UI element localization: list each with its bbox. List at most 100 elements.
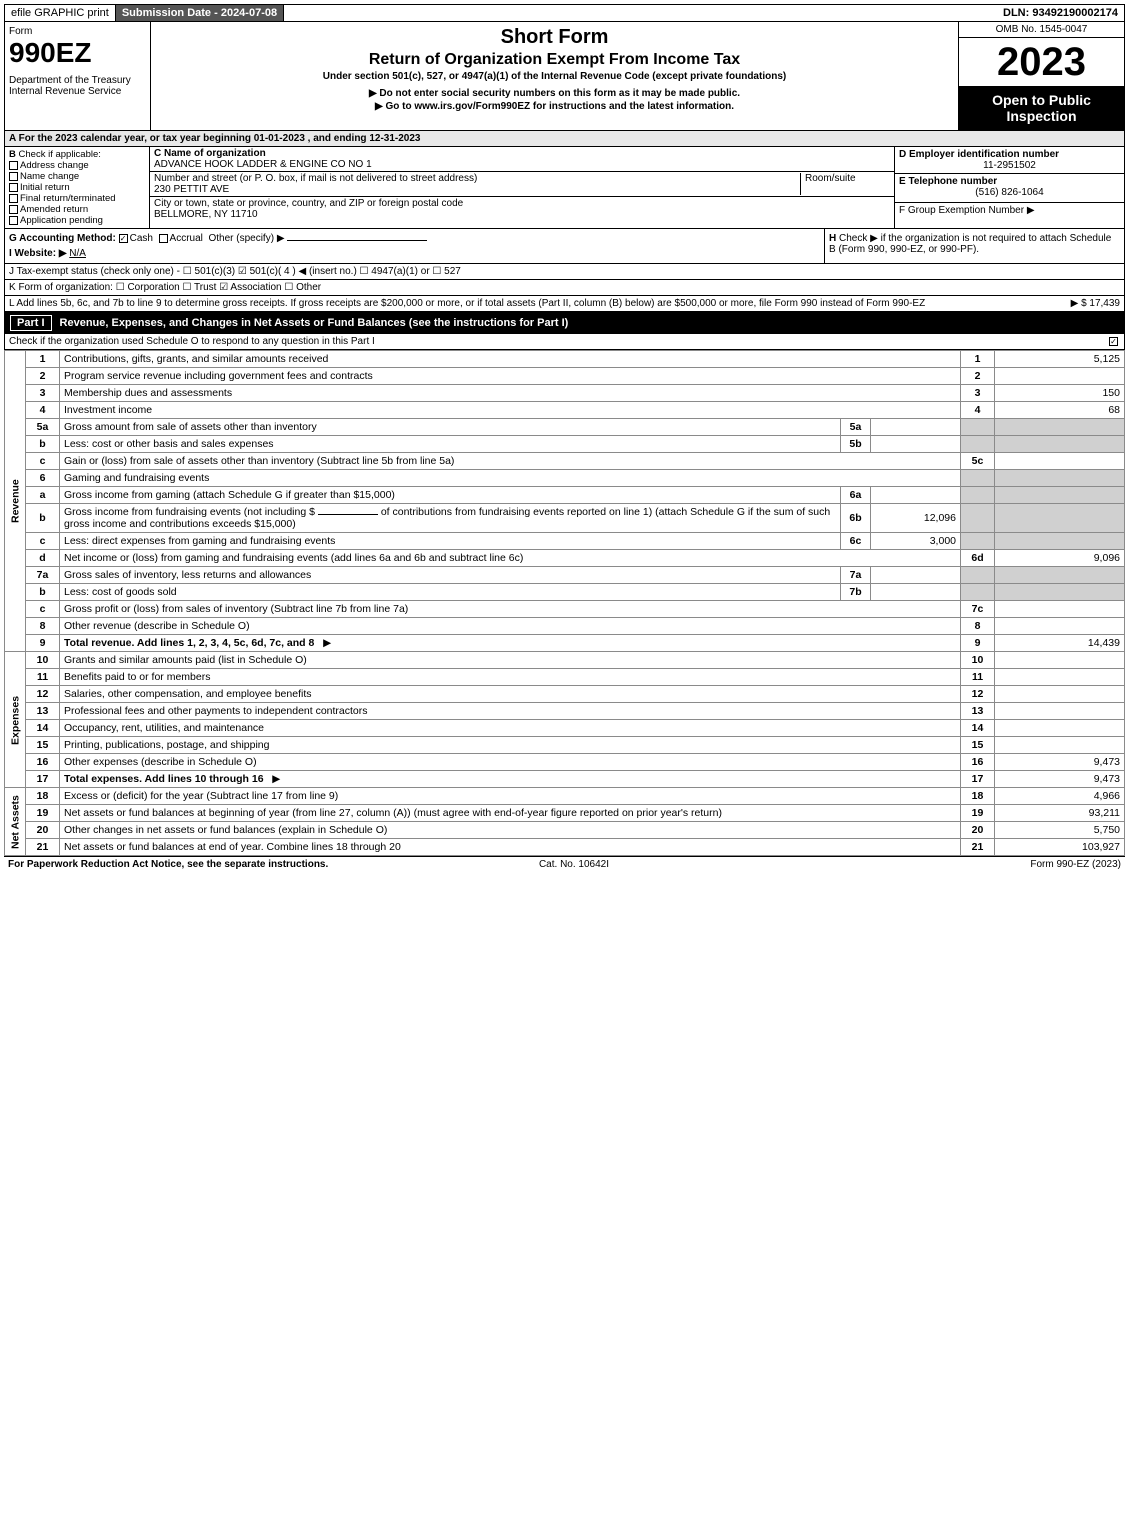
footer-left: For Paperwork Reduction Act Notice, see … bbox=[8, 859, 328, 870]
l-text: L Add lines 5b, 6c, and 7b to line 9 to … bbox=[9, 298, 1020, 309]
opt-name: Name change bbox=[20, 171, 79, 182]
line-13: 13Professional fees and other payments t… bbox=[5, 703, 1125, 720]
amt-17: 9,473 bbox=[995, 771, 1125, 788]
g-label: G Accounting Method: bbox=[9, 233, 116, 244]
g-cash: Cash bbox=[130, 233, 153, 244]
line-6b: b Gross income from fundraising events (… bbox=[5, 504, 1125, 533]
ein-value: 11-2951502 bbox=[899, 160, 1120, 171]
amt-8 bbox=[995, 618, 1125, 635]
amt-21: 103,927 bbox=[995, 839, 1125, 856]
short-form-title: Short Form bbox=[155, 26, 954, 49]
line-7c: c Gross profit or (loss) from sales of i… bbox=[5, 601, 1125, 618]
opt-address: Address change bbox=[20, 160, 89, 171]
part1-id: Part I bbox=[10, 315, 52, 331]
l-amount: ▶ $ 17,439 bbox=[1020, 298, 1120, 309]
expenses-label: Expenses bbox=[5, 652, 26, 788]
top-bar: efile GRAPHIC print Submission Date - 20… bbox=[4, 4, 1125, 22]
line-16: 16Other expenses (describe in Schedule O… bbox=[5, 754, 1125, 771]
amt-19: 93,211 bbox=[995, 805, 1125, 822]
revenue-label: Revenue bbox=[5, 351, 26, 652]
c-name-label: C Name of organization bbox=[154, 148, 266, 159]
line-6: 6 Gaming and fundraising events bbox=[5, 470, 1125, 487]
header-right: OMB No. 1545-0047 2023 Open to Public In… bbox=[959, 22, 1124, 130]
part1-header: Part I Revenue, Expenses, and Changes in… bbox=[4, 312, 1125, 334]
netassets-label: Net Assets bbox=[5, 788, 26, 856]
line-3: 3 Membership dues and assessments 3 150 bbox=[5, 385, 1125, 402]
form-number: 990EZ bbox=[9, 37, 146, 69]
line-19: 19Net assets or fund balances at beginni… bbox=[5, 805, 1125, 822]
line-20: 20Other changes in net assets or fund ba… bbox=[5, 822, 1125, 839]
amt-1: 5,125 bbox=[995, 351, 1125, 368]
line-6d: d Net income or (loss) from gaming and f… bbox=[5, 550, 1125, 567]
org-address: 230 PETTIT AVE bbox=[154, 184, 229, 195]
main-title: Return of Organization Exempt From Incom… bbox=[155, 51, 954, 69]
i-label: I Website: ▶ bbox=[9, 248, 67, 259]
header-center: Short Form Return of Organization Exempt… bbox=[150, 22, 959, 130]
line-5a: 5a Gross amount from sale of assets othe… bbox=[5, 419, 1125, 436]
line-14: 14Occupancy, rent, utilities, and mainte… bbox=[5, 720, 1125, 737]
line-9: 9 Total revenue. Add lines 1, 2, 3, 4, 5… bbox=[5, 635, 1125, 652]
amt-5c bbox=[995, 453, 1125, 470]
opt-pending: Application pending bbox=[20, 215, 103, 226]
line-5c: c Gain or (loss) from sale of assets oth… bbox=[5, 453, 1125, 470]
line-2: 2 Program service revenue including gove… bbox=[5, 368, 1125, 385]
line-5b: b Less: cost or other basis and sales ex… bbox=[5, 436, 1125, 453]
section-c: C Name of organization ADVANCE HOOK LADD… bbox=[150, 147, 894, 228]
part1-checknote: Check if the organization used Schedule … bbox=[4, 334, 1125, 350]
dept-line1: Department of the Treasury bbox=[9, 75, 146, 86]
line-10: Expenses 10 Grants and similar amounts p… bbox=[5, 652, 1125, 669]
opt-initial: Initial return bbox=[20, 182, 70, 193]
section-def: D Employer identification number 11-2951… bbox=[894, 147, 1124, 228]
form-label: Form bbox=[9, 26, 146, 37]
dln: DLN: 93492190002174 bbox=[997, 5, 1124, 21]
amt-6b: 12,096 bbox=[871, 504, 961, 533]
amt-3: 150 bbox=[995, 385, 1125, 402]
line-17: 17Total expenses. Add lines 10 through 1… bbox=[5, 771, 1125, 788]
amt-18: 4,966 bbox=[995, 788, 1125, 805]
section-b: B Check if applicable: Address change Na… bbox=[5, 147, 150, 228]
line-6c: c Less: direct expenses from gaming and … bbox=[5, 533, 1125, 550]
line-8: 8 Other revenue (describe in Schedule O)… bbox=[5, 618, 1125, 635]
amt-20: 5,750 bbox=[995, 822, 1125, 839]
tel-label: E Telephone number bbox=[899, 176, 997, 187]
amt-16: 9,473 bbox=[995, 754, 1125, 771]
g-other: Other (specify) ▶ bbox=[208, 233, 284, 244]
amt-7c bbox=[995, 601, 1125, 618]
dept-line2: Internal Revenue Service bbox=[9, 86, 146, 97]
l6b-d1: Gross income from fundraising events (no… bbox=[64, 506, 315, 518]
line-18: Net Assets 18Excess or (deficit) for the… bbox=[5, 788, 1125, 805]
amt-10 bbox=[995, 652, 1125, 669]
org-city: BELLMORE, NY 11710 bbox=[154, 209, 258, 220]
line-6a: a Gross income from gaming (attach Sched… bbox=[5, 487, 1125, 504]
part1-title: Revenue, Expenses, and Changes in Net As… bbox=[60, 317, 569, 329]
tax-year: 2023 bbox=[959, 38, 1124, 86]
header-left: Form 990EZ Department of the Treasury In… bbox=[5, 22, 150, 130]
section-gh: G Accounting Method: ✓Cash Accrual Other… bbox=[4, 229, 1125, 264]
opt-amended: Amended return bbox=[20, 204, 88, 215]
org-name: ADVANCE HOOK LADDER & ENGINE CO NO 1 bbox=[154, 159, 372, 170]
section-j: J Tax-exempt status (check only one) - ☐… bbox=[4, 264, 1125, 280]
line-4: 4 Investment income 4 68 bbox=[5, 402, 1125, 419]
subtitle: Under section 501(c), 527, or 4947(a)(1)… bbox=[155, 71, 954, 82]
amt-4: 68 bbox=[995, 402, 1125, 419]
amt-6d: 9,096 bbox=[995, 550, 1125, 567]
line-1: Revenue 1 Contributions, gifts, grants, … bbox=[5, 351, 1125, 368]
efile-label: efile GRAPHIC print bbox=[5, 5, 116, 21]
line-7b: b Less: cost of goods sold 7b bbox=[5, 584, 1125, 601]
footer-right: Form 990-EZ (2023) bbox=[1030, 859, 1121, 870]
part1-check-text: Check if the organization used Schedule … bbox=[9, 336, 1109, 347]
line-7a: 7a Gross sales of inventory, less return… bbox=[5, 567, 1125, 584]
ein-label: D Employer identification number bbox=[899, 149, 1059, 160]
part1-table: Revenue 1 Contributions, gifts, grants, … bbox=[4, 350, 1125, 856]
line-15: 15Printing, publications, postage, and s… bbox=[5, 737, 1125, 754]
omb-number: OMB No. 1545-0047 bbox=[959, 22, 1124, 38]
h-text: Check ▶ if the organization is not requi… bbox=[829, 233, 1111, 255]
addr-label: Number and street (or P. O. box, if mail… bbox=[154, 173, 477, 184]
footer-catno: Cat. No. 10642I bbox=[539, 859, 609, 870]
amt-9: 14,439 bbox=[995, 635, 1125, 652]
g-accrual: Accrual bbox=[170, 233, 203, 244]
ssn-note: Do not enter social security numbers on … bbox=[155, 88, 954, 99]
line-12: 12Salaries, other compensation, and empl… bbox=[5, 686, 1125, 703]
website-value: N/A bbox=[69, 248, 86, 259]
line-21: 21Net assets or fund balances at end of … bbox=[5, 839, 1125, 856]
